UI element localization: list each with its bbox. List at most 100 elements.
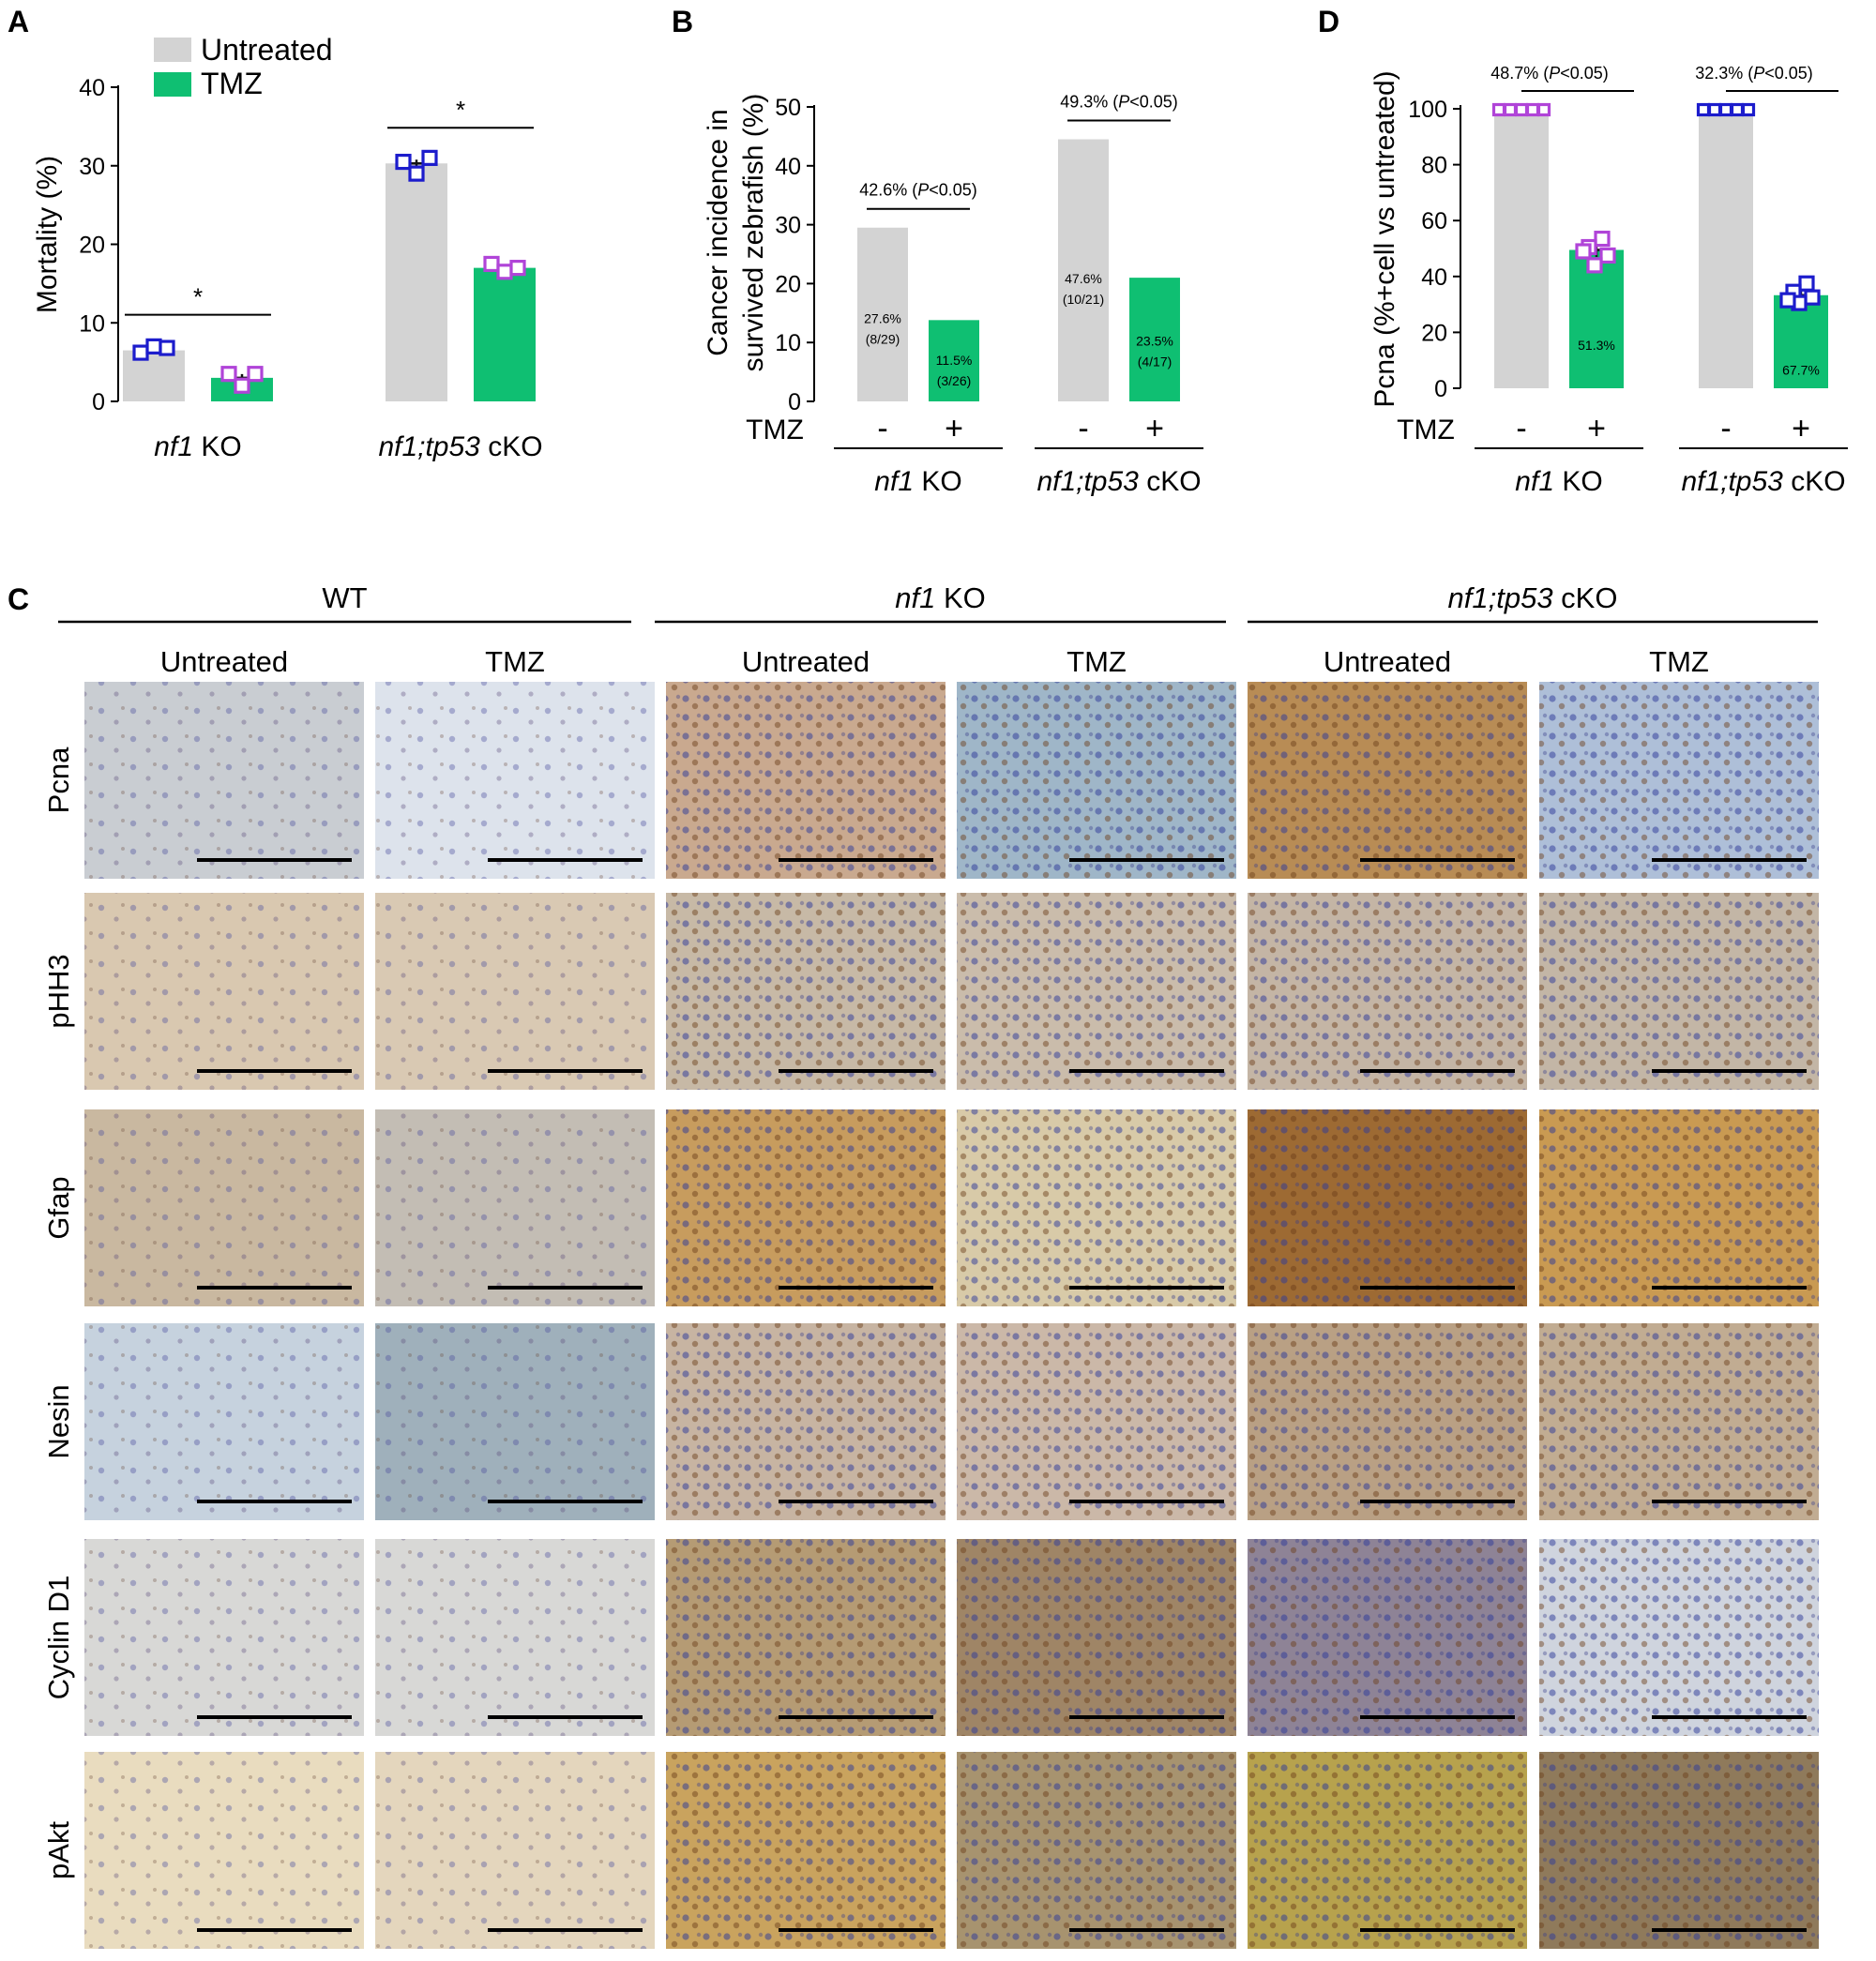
- panel-d-comparison-label-pct: 32.3% (: [1695, 64, 1753, 83]
- histology-cell-texture: [666, 893, 946, 1090]
- panel-d-untreated-point: [1491, 102, 1506, 117]
- panel-c-group-header: WT: [322, 581, 367, 614]
- panel-a-data-point: [483, 255, 500, 273]
- panel-b-comparison-label-pct: 42.6% (: [859, 181, 917, 200]
- histology-cell-texture: [1539, 1109, 1819, 1306]
- panel-d-comparison-label-rest: <0.05): [1764, 64, 1813, 83]
- panel-b-comparison-label-rest: <0.05): [929, 181, 977, 200]
- panel-c-row-label: Gfap: [42, 1176, 75, 1239]
- panel-d-untreated-point: [1525, 102, 1540, 117]
- histology-cell-texture: [957, 1323, 1236, 1520]
- panel-d-y-axis-title: Pcna (%+cell vs untreated): [1369, 70, 1400, 407]
- histology-cell-texture: [1539, 1323, 1819, 1520]
- histology-cell-texture: [84, 893, 364, 1090]
- panel-d-comparison-label-pct: 48.7% (: [1490, 64, 1549, 83]
- panel-d-data-point: [1575, 243, 1592, 260]
- panel-d-comparison-label: 32.3% (P<0.05): [1695, 64, 1813, 83]
- panel-b-bar-count: (3/26): [937, 373, 972, 388]
- panel-d-comparison-label-p: P: [1753, 64, 1764, 83]
- panel-d-bar-untreated: [1494, 109, 1549, 388]
- histology-cell-texture: [1248, 1539, 1527, 1736]
- panel-b-y-tick-label: 20: [775, 271, 801, 297]
- panel-c-column-header: Untreated: [1324, 645, 1451, 678]
- panel-d-minus: -: [1720, 411, 1731, 446]
- panel-a-group-label-italic: nf1: [154, 431, 193, 462]
- panel-d-y-tick-label: 40: [1421, 264, 1447, 291]
- panel-c-group-header: nf1 KO: [895, 581, 986, 614]
- panel-c-group-header-italic: nf1: [895, 581, 935, 614]
- histology-cell-texture: [1539, 1539, 1819, 1736]
- legend-swatch-untreated: [154, 38, 191, 62]
- panel-a-data-point: [220, 366, 237, 383]
- histology-cell-texture: [84, 1323, 364, 1520]
- panel-d-group-label-italic: nf1: [1515, 466, 1554, 497]
- panel-b-y-tick-label: 50: [775, 95, 801, 121]
- panel-d-y-tick-label: 60: [1421, 208, 1447, 234]
- panel-letter-d: D: [1318, 5, 1339, 38]
- panel-b-minus: -: [1078, 411, 1088, 446]
- panel-a-significance-star: *: [456, 96, 465, 124]
- panel-d-plus: +: [1792, 411, 1810, 446]
- panel-b-y-axis-title-line1: Cancer incidence in: [703, 109, 734, 355]
- panel-a-data-point: [395, 153, 412, 171]
- panel-d-data-point: [1779, 292, 1796, 309]
- panel-a-group-label-italic: nf1;tp53: [378, 431, 480, 462]
- panel-d-group-label-rest: cKO: [1783, 466, 1846, 497]
- panel-b-bar-label: 47.6%: [1065, 271, 1102, 286]
- panel-a-y-tick-label: 30: [79, 154, 105, 180]
- panel-a-y-tick-label: 0: [92, 389, 105, 415]
- panel-d-untreated-point: [1514, 102, 1529, 117]
- histology-cell-texture: [375, 682, 655, 879]
- histology-cell-texture: [666, 1109, 946, 1306]
- panel-b-bar: [929, 320, 979, 401]
- panel-c-group-header-plain: WT: [322, 581, 367, 614]
- panel-c-column-header: TMZ: [485, 645, 545, 678]
- panel-b-plus: +: [945, 411, 963, 446]
- panel-a: Mortality (%) Untreated TMZ 0 10 20 30 40 * nf…: [32, 33, 543, 462]
- histology-cell-texture: [375, 1752, 655, 1949]
- histology-cell-texture: [957, 1539, 1236, 1736]
- histology-cell-texture: [957, 1109, 1236, 1306]
- panel-a-bar-untreated: [123, 350, 185, 401]
- panel-b-bar-label: 23.5%: [1136, 334, 1173, 349]
- panel-d-untreated-point: [1707, 102, 1722, 117]
- panel-a-data-point: [132, 344, 149, 361]
- panel-d-comparison-label-p: P: [1549, 64, 1560, 83]
- panel-d-data-point: [1804, 289, 1821, 306]
- panel-c-row-label: pAkt: [42, 1821, 75, 1879]
- panel-b-group-label-italic: nf1: [874, 466, 914, 497]
- panel-b-comparison-label-rest: <0.05): [1129, 93, 1178, 112]
- panel-b-group-label: nf1;tp53 cKO: [1036, 466, 1201, 497]
- panel-d-untreated-point: [1536, 102, 1551, 117]
- panel-b-y-tick-label: 40: [775, 154, 801, 180]
- panel-b-bar-count: (4/17): [1138, 354, 1172, 370]
- histology-cell-texture: [375, 893, 655, 1090]
- panel-a-plot: 0 10 20 30 40 * nf1 KO * nf1;tp53 cKO: [79, 75, 542, 462]
- panel-d-bar-label: 51.3%: [1578, 338, 1615, 353]
- panel-b-group-label-italic: nf1;tp53: [1036, 466, 1139, 497]
- panel-d-y-tick-label: 20: [1421, 320, 1447, 346]
- panel-a-data-point: [159, 339, 175, 356]
- panel-b-bar-label: 27.6%: [864, 311, 901, 326]
- panel-c-column-header: TMZ: [1649, 645, 1709, 678]
- panel-d-group-label: nf1 KO: [1515, 466, 1602, 497]
- panel-b-comparison-label-pct: 49.3% (: [1060, 93, 1118, 112]
- panel-a-bar-tmz: [474, 267, 536, 401]
- panel-a-data-point: [145, 338, 162, 354]
- panel-d-data-point: [1599, 247, 1616, 264]
- panel-a-data-point: [408, 165, 425, 182]
- panel-c-row-label: pHH3: [42, 954, 75, 1028]
- panel-a-group-label-rest: cKO: [480, 431, 543, 462]
- histology-cell-texture: [666, 1539, 946, 1736]
- panel-b-tmz-label: TMZ: [746, 415, 804, 445]
- panel-a-data-point: [509, 260, 526, 277]
- histology-cell-texture: [957, 893, 1236, 1090]
- panel-a-y-axis-title: Mortality (%): [32, 156, 63, 313]
- panel-c-group-header-rest: KO: [935, 581, 985, 614]
- panel-a-data-point: [234, 377, 250, 394]
- panel-d-untreated-point: [1696, 102, 1711, 117]
- panel-d-plus: +: [1587, 411, 1606, 446]
- panel-a-significance-star: *: [193, 283, 203, 311]
- panel-b-y-tick-label: 30: [775, 213, 801, 239]
